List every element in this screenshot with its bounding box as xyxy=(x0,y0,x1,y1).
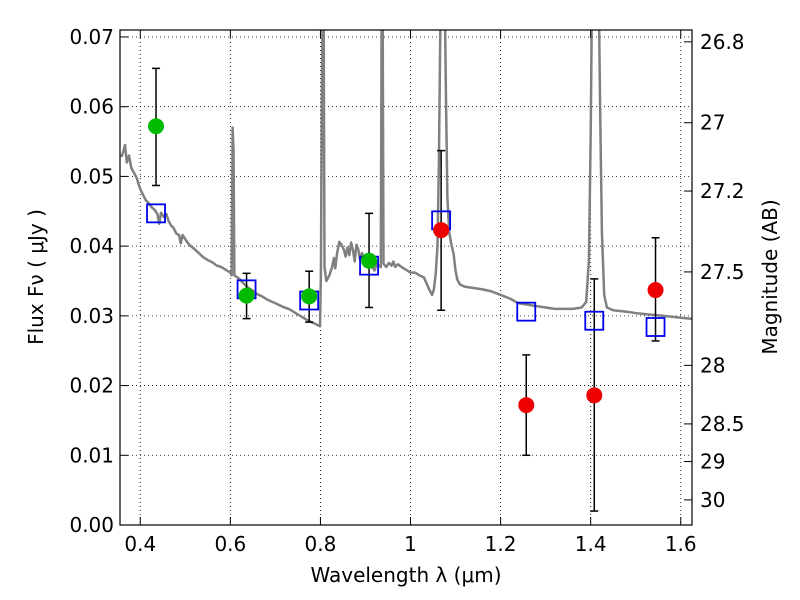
model-spectrum-line xyxy=(120,30,692,328)
plot-background xyxy=(120,30,692,525)
y2-tick-label: 27.5 xyxy=(700,260,745,284)
model-spectrum xyxy=(120,30,692,328)
x-tick-label: 1.6 xyxy=(665,532,697,556)
observed-flux-point xyxy=(148,118,165,135)
y2-tick-label: 30 xyxy=(700,488,725,512)
data-markers xyxy=(146,118,666,414)
y2-tick-label: 26.8 xyxy=(700,30,745,54)
y2-tick-label: 27.2 xyxy=(700,179,745,203)
y2-tick-label: 27 xyxy=(700,111,725,135)
y2-tick-label: 28.5 xyxy=(700,412,745,436)
x-tick-label: 1 xyxy=(404,532,417,556)
plot-frame xyxy=(119,29,693,526)
y-tick-label: 0.07 xyxy=(69,25,114,49)
observed-flux-point xyxy=(647,282,664,299)
y-tick-label: 0.04 xyxy=(69,234,114,258)
y-tick-label: 0.00 xyxy=(69,513,114,537)
model-photometry-square xyxy=(645,317,666,337)
x-tick-label: 1.4 xyxy=(575,532,607,556)
y-tick-label: 0.01 xyxy=(69,443,114,467)
model-photometry-square xyxy=(584,310,605,331)
observed-flux-point xyxy=(518,397,535,414)
y2-axis-title: Magnitude (AB) xyxy=(758,199,782,354)
x-tick-label: 0.8 xyxy=(305,532,337,556)
observed-flux-point xyxy=(301,288,318,305)
x-tick-label: 1.2 xyxy=(485,532,517,556)
y-axis-title: Flux Fν ( μJy ) xyxy=(24,209,48,345)
y2-tick-label: 28 xyxy=(700,353,725,377)
observed-flux-point xyxy=(361,252,378,269)
model-photometry-square xyxy=(146,203,166,224)
y-tick-label: 0.03 xyxy=(69,304,114,328)
y2-tick-label: 29 xyxy=(700,450,725,474)
x-axis-title: Wavelength λ (μm) xyxy=(310,563,501,587)
observed-flux-point xyxy=(586,387,603,404)
y-tick-label: 0.05 xyxy=(69,164,114,188)
axis-ticks: 0.4 0.6 0.8 1 1.2 1.4 1.6 0.00 0.01 0.02 0.03 0.04 0… xyxy=(69,25,744,556)
x-tick-label: 0.6 xyxy=(214,532,246,556)
x-tick-label: 0.4 xyxy=(124,532,156,556)
observed-flux-point xyxy=(433,222,450,239)
observed-flux-point xyxy=(238,287,255,304)
y-tick-label: 0.06 xyxy=(69,95,114,119)
y-tick-label: 0.02 xyxy=(69,374,114,398)
model-photometry-square xyxy=(516,301,537,322)
